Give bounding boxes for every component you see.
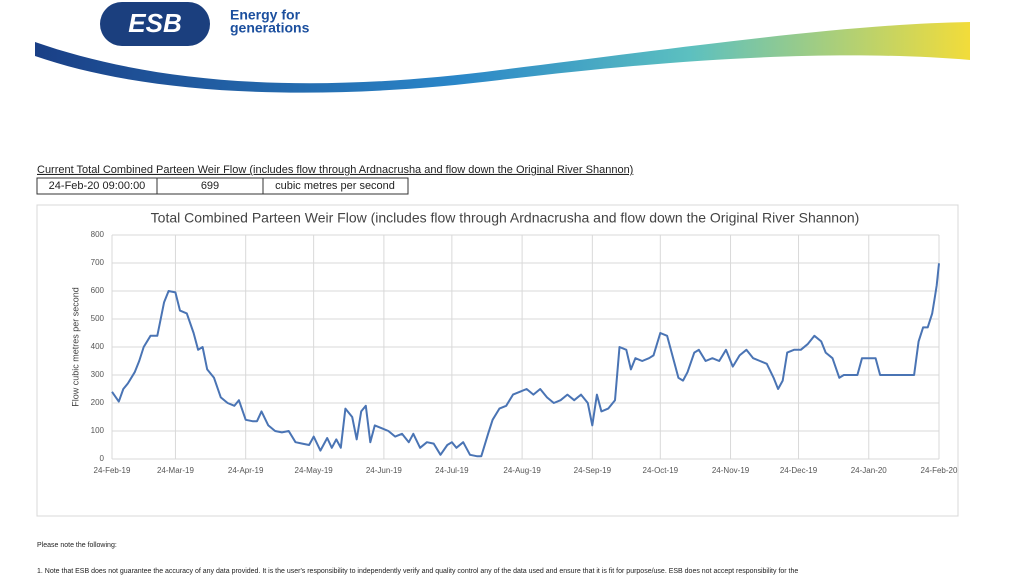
tagline: Energy for [230,7,301,23]
y-axis-label: Flow cubic metres per second [70,287,80,407]
logo-badge [100,2,210,46]
x-tick-label: 24-Dec-19 [780,466,818,475]
x-tick-label: 24-Oct-19 [643,466,679,475]
y-tick-label: 400 [91,342,105,351]
y-tick-label: 0 [100,454,105,463]
y-tick-label: 300 [91,370,105,379]
chart-title: Total Combined Parteen Weir Flow (includ… [151,210,860,226]
x-tick-label: 24-Jul-19 [435,466,469,475]
swoosh [35,22,970,93]
chart-frame [36,204,959,517]
y-tick-label: 800 [91,230,105,239]
y-tick-label: 700 [91,258,105,267]
caption: Current Total Combined Parteen Weir Flow… [37,164,633,176]
x-tick-label: 24-Feb-20 [921,466,958,475]
x-tick-label: 24-Feb-19 [94,466,131,475]
cell: 24-Feb-20 09:00:00 [49,180,146,192]
note: 1. Note that ESB does not guarantee the … [37,568,798,575]
current-table [36,177,409,195]
cell: 699 [201,180,219,192]
notes-heading: Please note the following: [37,542,117,549]
x-tick-label: 24-Jan-20 [851,466,888,475]
y-tick-label: 100 [91,426,105,435]
x-tick-label: 24-Nov-19 [712,466,750,475]
cell: cubic metres per second [275,180,395,192]
y-tick-label: 500 [91,314,105,323]
x-tick-label: 24-Aug-19 [503,466,541,475]
flow-line [111,263,940,458]
x-tick-label: 24-Apr-19 [228,466,264,475]
x-tick-label: 24-Sep-19 [574,466,612,475]
tagline: generations [230,20,310,36]
x-tick-label: 24-Mar-19 [157,466,194,475]
x-tick-label: 24-Jun-19 [366,466,403,475]
y-tick-label: 600 [91,286,105,295]
y-tick-label: 200 [91,398,105,407]
x-tick-label: 24-May-19 [295,466,334,475]
logo: ESB [128,8,181,38]
